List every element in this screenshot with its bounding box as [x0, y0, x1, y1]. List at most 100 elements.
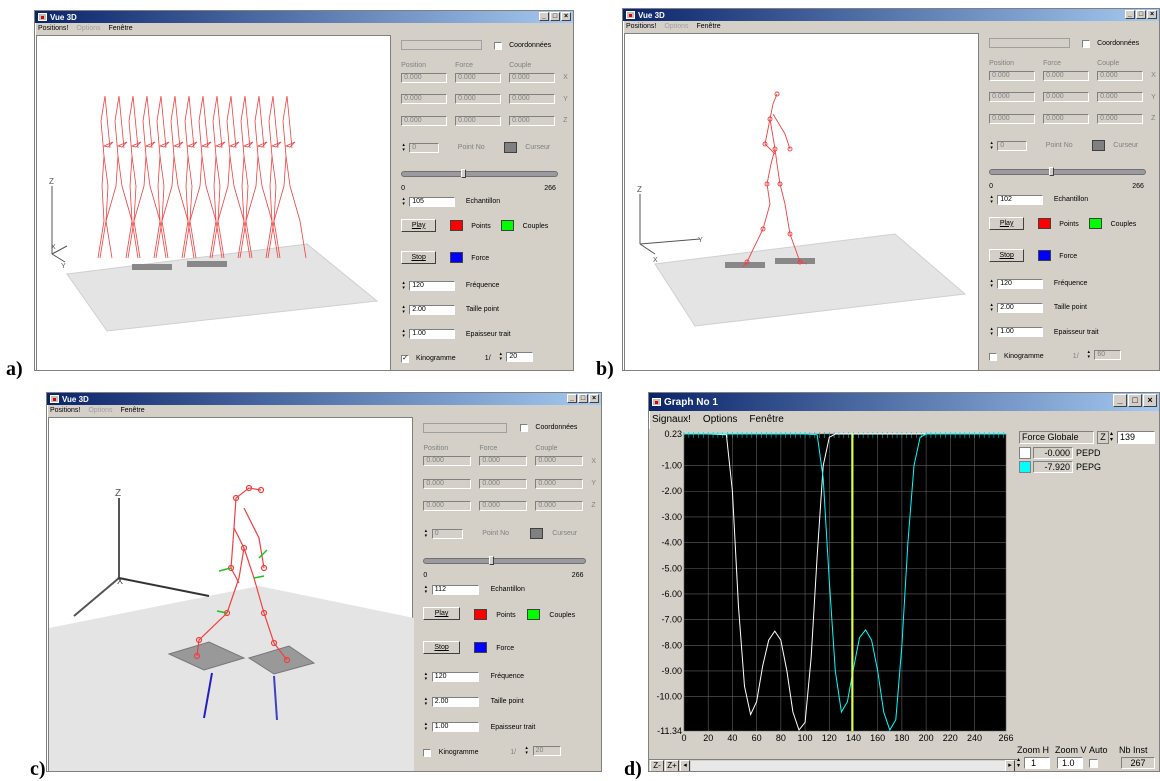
spin-arrows-icon[interactable]: ▴ ▾ — [1110, 431, 1114, 443]
sample-slider[interactable] — [989, 169, 1146, 176]
close-button[interactable]: × — [589, 394, 599, 403]
spin-arrows-icon[interactable]: ▴ ▾ — [402, 279, 405, 291]
menu-signaux[interactable]: Signaux! — [652, 413, 691, 425]
frequence-field[interactable]: 120 — [431, 671, 480, 682]
kinogramme-checkbox[interactable]: ✓ — [401, 354, 410, 363]
force-color-swatch[interactable] — [1037, 250, 1051, 262]
spin-arrows-icon[interactable]: ▴ ▾ — [402, 304, 405, 315]
point-no-field[interactable]: 0 — [409, 143, 439, 153]
spin-arrows-icon[interactable]: ▴ ▾ — [424, 528, 428, 539]
spin-arrows-icon[interactable]: ▴ ▾ — [990, 140, 993, 151]
menu-positions[interactable]: Positions! — [626, 23, 657, 30]
menu-fenetre[interactable]: Fenêtre — [120, 407, 145, 414]
minimize-button[interactable]: _ — [539, 12, 549, 21]
play-button[interactable]: Play — [401, 218, 437, 232]
z-value-field[interactable]: 139 — [1117, 431, 1155, 444]
points-color-swatch[interactable] — [473, 608, 487, 620]
menu-positions[interactable]: Positions! — [38, 25, 69, 32]
taille-field[interactable]: 2.00 — [431, 697, 480, 707]
zoom-h-field[interactable]: 1 — [1024, 757, 1050, 769]
minimize-button[interactable]: _ — [567, 394, 577, 403]
taille-field[interactable]: 2.00 — [409, 305, 456, 315]
close-button[interactable]: × — [1147, 10, 1157, 19]
echantillon-field[interactable]: 112 — [431, 585, 480, 595]
maximize-button[interactable]: □ — [1136, 10, 1146, 19]
menu-positions[interactable]: Positions! — [50, 407, 81, 414]
menu-options[interactable]: Options — [76, 25, 101, 32]
point-no-field[interactable]: 0 — [997, 141, 1027, 151]
stop-button[interactable]: Stop — [989, 249, 1025, 262]
close-button[interactable]: × — [561, 12, 571, 21]
spin-arrows-icon[interactable]: ▴ ▾ — [424, 584, 428, 595]
frequence-field[interactable]: 120 — [409, 280, 456, 291]
slider-thumb[interactable] — [461, 168, 467, 178]
play-button[interactable]: Play — [989, 216, 1025, 230]
spin-arrows-icon[interactable]: ▴ ▾ — [402, 142, 405, 153]
play-button[interactable]: Play — [423, 607, 460, 621]
spin-arrows-icon[interactable]: ▴ ▾ — [424, 696, 428, 707]
graph-plot[interactable]: 0 20 40 60 80 100 120 140 160 180 200 220 240 266 0.23… — [649, 429, 1014, 759]
horizontal-scrollbar[interactable] — [691, 761, 1005, 771]
spin-arrows-icon[interactable]: ▴ ▾ — [402, 196, 405, 207]
ratio-field[interactable]: 20 — [532, 746, 561, 756]
minimize-button[interactable]: _ — [1125, 10, 1135, 19]
cursor-color-swatch[interactable] — [529, 527, 543, 539]
menu-fenetre[interactable]: Fenêtre — [108, 25, 133, 32]
cursor-color-swatch[interactable] — [1091, 139, 1105, 151]
echantillon-field[interactable]: 102 — [997, 195, 1044, 205]
maximize-button[interactable]: □ — [550, 12, 560, 21]
maximize-button[interactable]: □ — [1128, 394, 1142, 407]
spin-arrows-icon[interactable]: ▴ ▾ — [990, 302, 993, 313]
spin-arrows-icon[interactable]: ▴ ▾ — [402, 328, 405, 340]
scroll-left-arrow[interactable]: ◂ — [680, 760, 690, 771]
epaisseur-field[interactable]: 1.00 — [431, 722, 480, 733]
menu-fenetre[interactable]: Fenêtre — [749, 413, 784, 425]
spin-arrows-icon[interactable]: ▴ ▾ — [990, 194, 993, 205]
stop-button[interactable]: Stop — [423, 641, 460, 654]
spin-arrows-icon[interactable]: ▴ ▾ — [1087, 349, 1091, 361]
zoom-out-button[interactable]: Z- — [650, 760, 664, 771]
z-axis-label[interactable]: Z — [1097, 431, 1109, 444]
slider-thumb[interactable] — [488, 555, 494, 565]
force-color-swatch[interactable] — [473, 642, 487, 654]
scroll-right-arrow[interactable]: ▸ — [1005, 760, 1015, 771]
coordonnees-checkbox[interactable] — [520, 424, 528, 432]
taille-field[interactable]: 2.00 — [997, 303, 1044, 313]
zoom-in-button[interactable]: Z+ — [665, 760, 679, 771]
kinogramme-checkbox[interactable] — [989, 352, 998, 361]
sample-slider[interactable] — [401, 171, 558, 178]
points-color-swatch[interactable] — [1037, 217, 1051, 229]
epaisseur-field[interactable]: 1.00 — [997, 327, 1044, 338]
menu-options[interactable]: Options — [702, 413, 738, 425]
ratio-field[interactable]: 20 — [506, 352, 534, 363]
auto-checkbox[interactable] — [1089, 759, 1098, 768]
menu-fenetre[interactable]: Fenêtre — [696, 23, 721, 30]
menu-options[interactable]: Options — [88, 407, 113, 414]
spin-arrows-icon[interactable]: ▴ ▾ — [424, 670, 428, 682]
couples-color-swatch[interactable] — [501, 219, 514, 231]
kinogramme-checkbox[interactable] — [423, 748, 432, 757]
point-no-field[interactable]: 0 — [431, 529, 463, 539]
couples-color-swatch[interactable] — [1089, 217, 1102, 229]
sample-slider[interactable] — [423, 558, 586, 565]
signal-group-field[interactable]: Force Globale — [1019, 431, 1094, 444]
3d-viewport[interactable]: Z Y X — [624, 33, 979, 370]
cursor-color-swatch[interactable] — [503, 141, 517, 153]
3d-viewport[interactable]: Z X — [48, 417, 414, 771]
spin-arrows-icon[interactable]: ▴ ▾ — [1017, 757, 1021, 769]
frequence-field[interactable]: 120 — [997, 278, 1044, 289]
couples-color-swatch[interactable] — [527, 608, 540, 620]
3d-viewport[interactable]: Z X Y — [36, 35, 391, 370]
signal-color-swatch[interactable] — [1019, 461, 1031, 473]
coordonnees-checkbox[interactable] — [1082, 39, 1091, 48]
signal-color-swatch[interactable] — [1019, 447, 1031, 459]
points-color-swatch[interactable] — [449, 219, 463, 231]
zoom-v-field[interactable]: 1.0 — [1057, 757, 1083, 769]
spin-arrows-icon[interactable]: ▴ ▾ — [990, 277, 993, 289]
epaisseur-field[interactable]: 1.00 — [409, 329, 456, 340]
coordonnees-checkbox[interactable] — [494, 41, 503, 50]
spin-arrows-icon[interactable]: ▴ ▾ — [499, 351, 503, 363]
close-button[interactable]: × — [1143, 394, 1157, 407]
force-color-swatch[interactable] — [449, 252, 463, 264]
menu-options[interactable]: Options — [664, 23, 689, 30]
